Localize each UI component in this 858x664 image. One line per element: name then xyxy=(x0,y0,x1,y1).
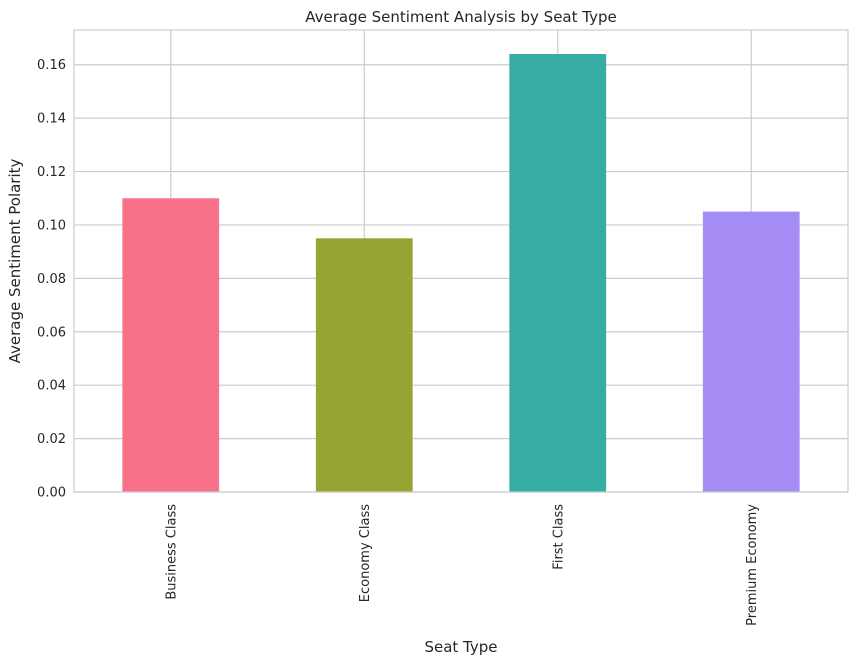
x-tick-label: Premium Economy xyxy=(745,504,760,626)
bar-first-class xyxy=(509,54,607,493)
y-axis-label: Average Sentiment Polarity xyxy=(6,158,24,363)
bar-economy-class xyxy=(315,238,413,492)
chart-title: Average Sentiment Analysis by Seat Type xyxy=(305,8,616,26)
y-tick-label: 0.02 xyxy=(37,432,66,447)
x-axis-label: Seat Type xyxy=(424,638,497,656)
y-tick-label: 0.06 xyxy=(37,325,66,340)
bar-premium-economy xyxy=(702,211,800,492)
y-tick-label: 0.04 xyxy=(37,379,66,394)
x-tick-label: First Class xyxy=(551,504,566,570)
y-tick-labels: 0.00 0.02 0.04 0.06 0.08 0.10 0.12 0.14 0.16 xyxy=(37,58,66,500)
y-tick-label: 0.08 xyxy=(37,272,66,287)
x-tick-label: Business Class xyxy=(164,504,179,600)
x-tick-label: Economy Class xyxy=(358,504,373,602)
bars xyxy=(122,54,800,493)
y-tick-label: 0.10 xyxy=(37,218,66,233)
y-tick-label: 0.16 xyxy=(37,58,66,73)
y-tick-label: 0.12 xyxy=(37,165,66,180)
bar-business-class xyxy=(122,198,220,492)
x-tick-labels: Business Class Economy Class First Class Pr… xyxy=(164,504,760,626)
y-tick-label: 0.00 xyxy=(37,486,66,501)
x-gridlines xyxy=(170,30,752,492)
y-tick-label: 0.14 xyxy=(37,112,66,127)
plot-frame xyxy=(73,29,849,493)
